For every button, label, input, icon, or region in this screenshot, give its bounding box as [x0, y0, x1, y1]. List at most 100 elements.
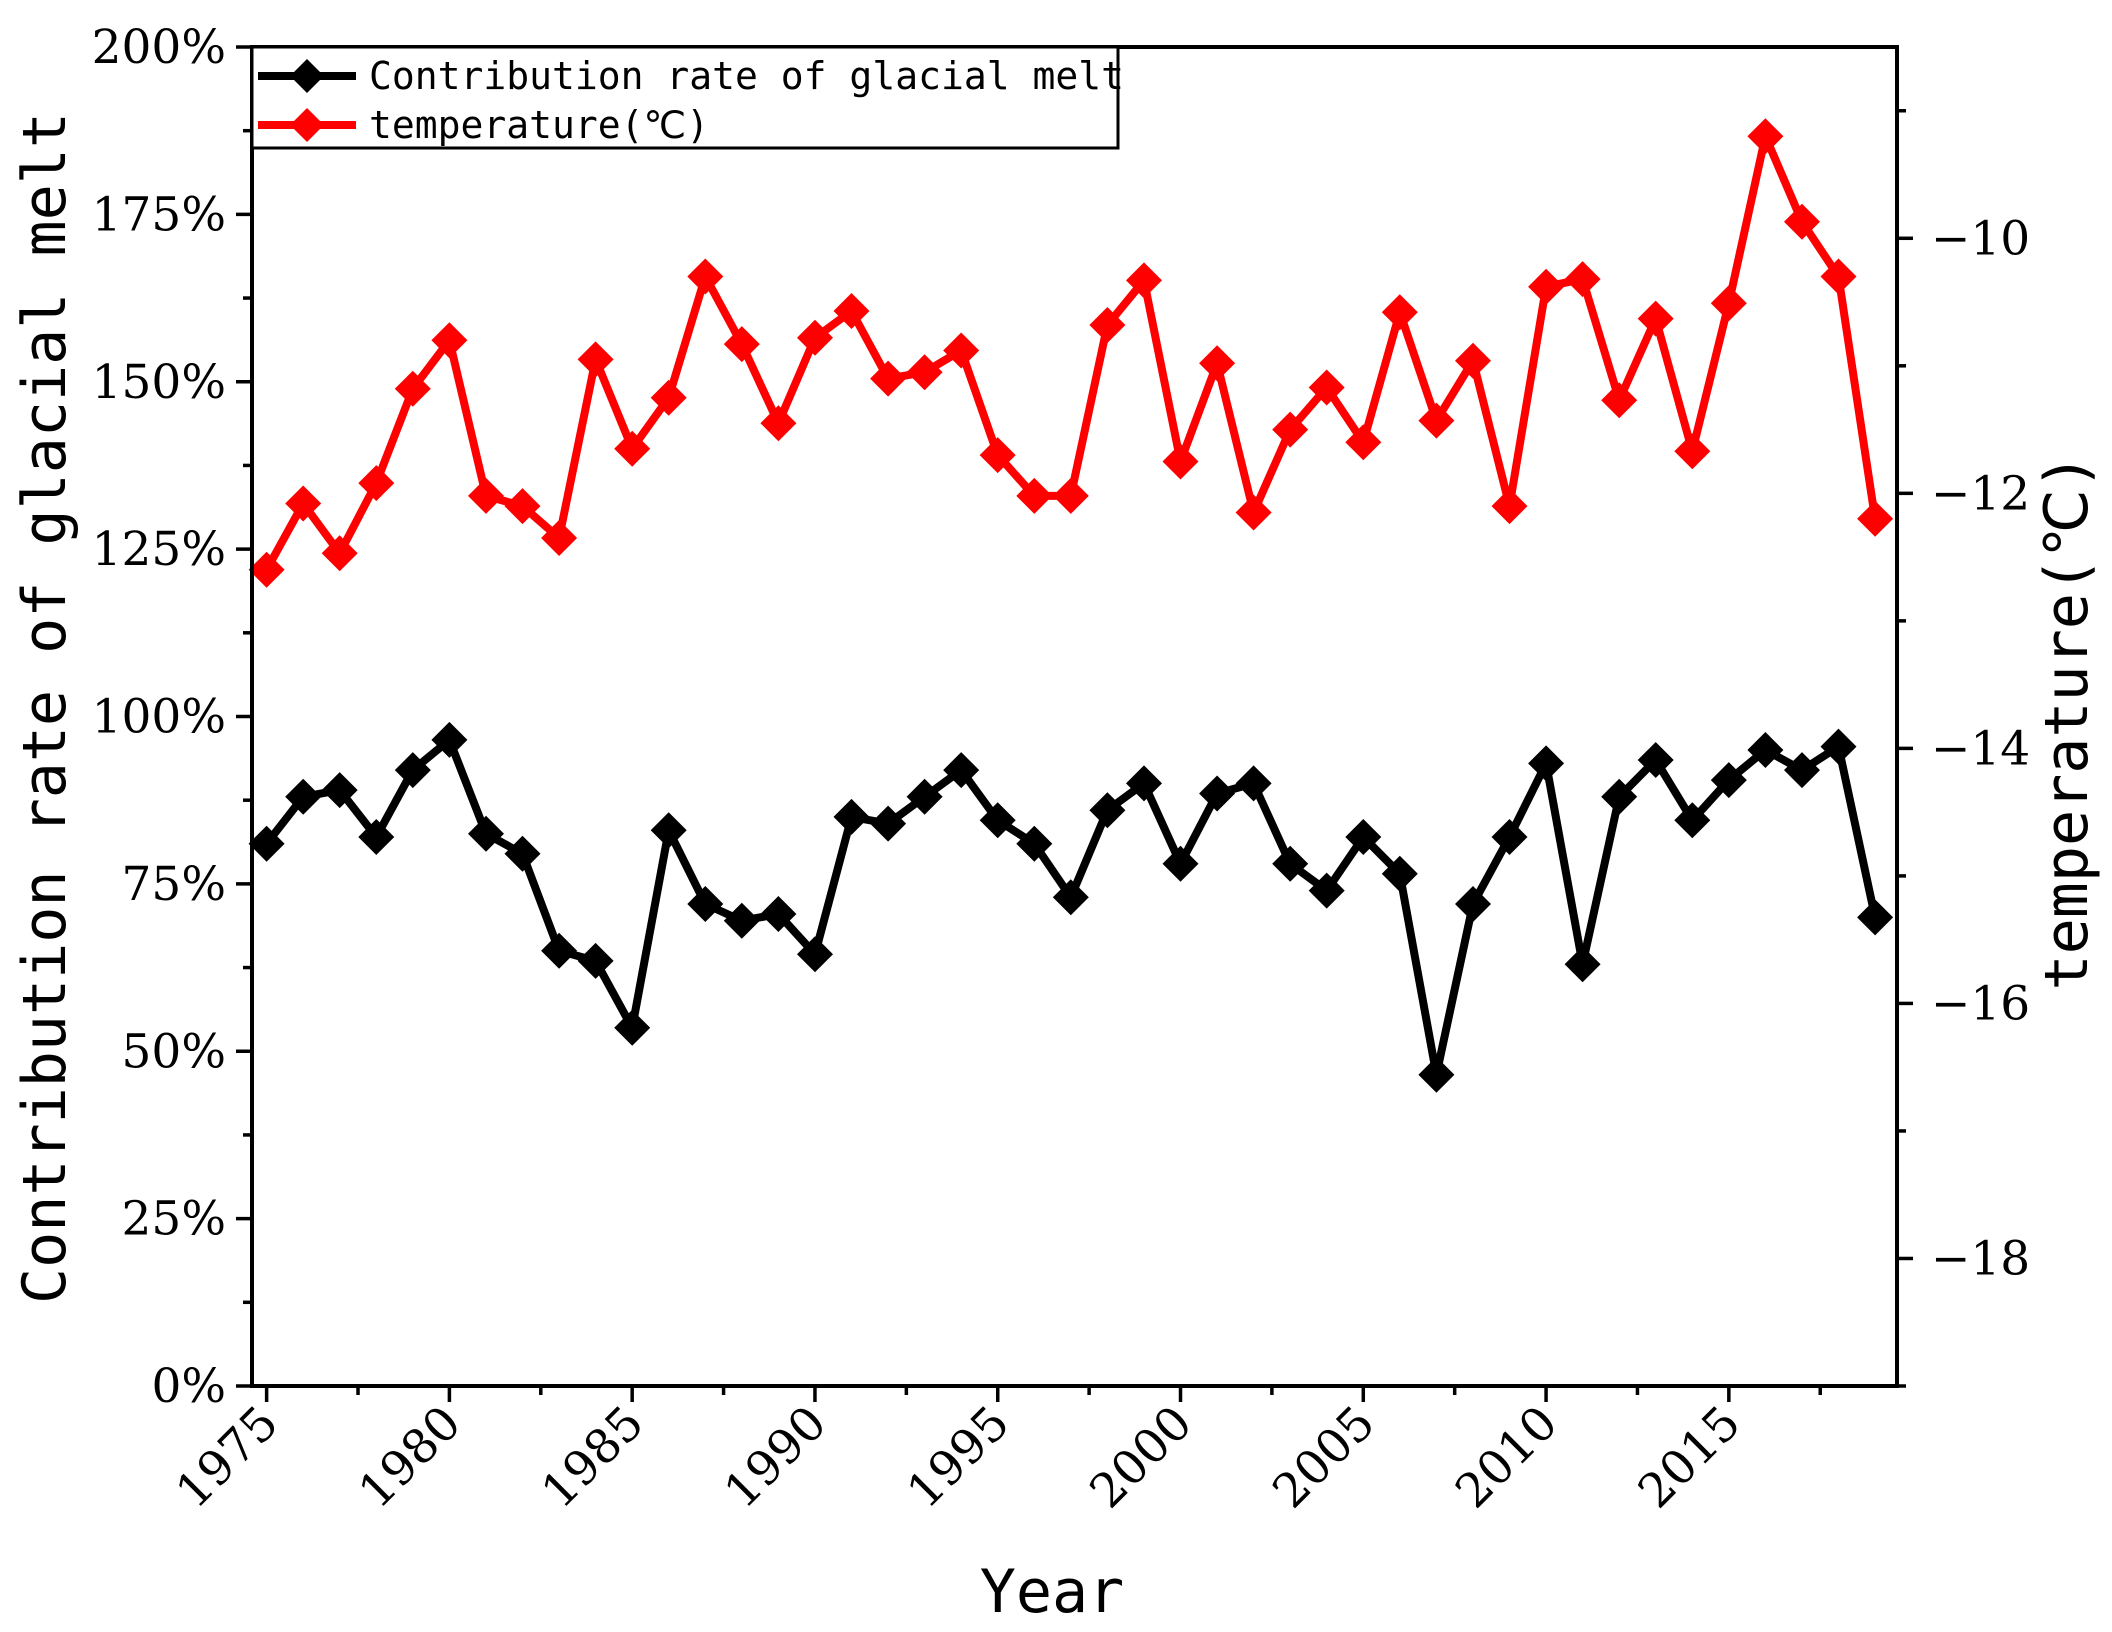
y-tick-label: 150% [92, 355, 226, 410]
series-1-point-1988 [723, 902, 760, 939]
series-1-point-2019 [1857, 899, 1894, 936]
y-tick-label: 125% [92, 522, 226, 577]
y-tick-label: 175% [92, 187, 226, 242]
series-2-point-1976 [285, 485, 322, 522]
series-1-point-2002 [1235, 765, 1272, 802]
series-1-point-1993 [906, 778, 943, 815]
y-tick-label: 25% [122, 1192, 226, 1247]
series-1-point-1976 [285, 778, 322, 815]
series-1-point-1998 [1089, 792, 1126, 829]
series-1-point-1980 [431, 721, 468, 758]
legend: Contribution rate of glacial melt tempera… [250, 45, 1124, 150]
series-1-point-1979 [394, 752, 431, 789]
series-1-point-2007 [1418, 1056, 1455, 1093]
series-1-point-1987 [687, 886, 724, 922]
series-1-point-2013 [1637, 742, 1674, 778]
series-2-point-1986 [650, 379, 687, 416]
x-tick-label: 1985 [531, 1396, 654, 1519]
series-2-point-1989 [760, 405, 797, 442]
series-1-point-2008 [1455, 886, 1491, 922]
series-1-point-1989 [760, 896, 797, 932]
series-2-point-2008 [1455, 342, 1491, 379]
x-tick-label: 1980 [348, 1396, 471, 1519]
series-2-point-2006 [1381, 294, 1418, 331]
y2-axis-title: temperature(℃) [2032, 454, 2102, 991]
series-2-point-1984 [577, 341, 614, 378]
series-2-point-2018 [1820, 258, 1857, 295]
series-layer [248, 118, 1894, 1093]
series-2-point-2007 [1418, 402, 1455, 439]
series-1-point-2005 [1345, 819, 1382, 855]
x-tick-label: 1995 [897, 1396, 1020, 1519]
series-1-point-2014 [1674, 802, 1711, 839]
legend-marker-2 [290, 108, 324, 142]
series-1-point-2000 [1162, 845, 1199, 882]
y-tick-label: 75% [122, 857, 226, 912]
series-2-point-1990 [797, 319, 833, 356]
series-1-point-1991 [833, 798, 870, 835]
series-1-point-1985 [614, 1009, 651, 1046]
series-1-point-1995 [979, 802, 1016, 839]
series-1-point-1992 [870, 805, 907, 842]
series-2-point-2002 [1235, 494, 1272, 531]
series-2-point-2000 [1162, 443, 1199, 480]
legend-marker-1 [290, 59, 324, 93]
series-1-point-1997 [1052, 879, 1089, 916]
series-2-point-1979 [394, 370, 431, 407]
series-2-point-2011 [1564, 261, 1601, 298]
series-2-point-2014 [1674, 433, 1711, 470]
legend-box [250, 45, 1120, 150]
y-tick-label: 200% [92, 20, 226, 75]
series-1-point-2006 [1381, 855, 1418, 892]
series-1-point-1982 [504, 835, 541, 872]
series-2-point-1998 [1089, 307, 1126, 343]
series-1-point-2012 [1601, 778, 1638, 815]
series-2-point-1980 [431, 322, 468, 359]
series-2-point-1996 [1016, 477, 1053, 514]
legend-label-1: Contribution rate of glacial melt [369, 54, 1124, 98]
series-1-point-1977 [321, 772, 358, 809]
series-1-point-2001 [1199, 775, 1236, 812]
series-1-point-2004 [1308, 872, 1345, 909]
series-2-point-2013 [1637, 300, 1674, 337]
series-1-point-2003 [1272, 845, 1309, 882]
series-1-point-1981 [468, 815, 504, 852]
series-2-point-1983 [541, 520, 578, 556]
series-1-point-1990 [797, 936, 833, 973]
series-2-point-2017 [1784, 203, 1820, 240]
series-1-point-1994 [943, 752, 980, 789]
series-1-point-2017 [1784, 752, 1820, 789]
series-2-point-2019 [1857, 500, 1894, 537]
legend-label-2: temperature(℃) [369, 103, 709, 147]
y-tick-label: 50% [122, 1024, 226, 1079]
y2-tick-label: −16 [1931, 976, 2030, 1031]
x-tick-label: 2010 [1445, 1396, 1568, 1519]
series-2-point-2005 [1345, 424, 1382, 461]
series-2-point-1987 [687, 258, 724, 295]
y-axis-title: Contribution rate of glacial melt [10, 112, 80, 1304]
x-tick-label: 1990 [714, 1396, 837, 1519]
series-2-point-1997 [1052, 477, 1089, 514]
series-2-point-1988 [723, 326, 760, 363]
y2-tick-label: −12 [1931, 466, 2030, 521]
plot-frame [250, 45, 1899, 1388]
series-2-point-2009 [1491, 488, 1528, 525]
series-2-point-2004 [1308, 369, 1345, 406]
series-1-point-1999 [1126, 765, 1162, 802]
series-1-point-1986 [650, 812, 687, 849]
series-1-point-1978 [358, 819, 395, 855]
series-2-point-1991 [833, 293, 870, 329]
x-tick-label: 2015 [1628, 1396, 1751, 1519]
series-2-point-1999 [1126, 262, 1162, 299]
series-1-point-2010 [1528, 745, 1565, 782]
y-tick-label: 100% [92, 690, 226, 745]
series-1-point-2016 [1747, 732, 1784, 768]
series-1-point-1996 [1016, 825, 1053, 862]
series-1-point-2018 [1820, 728, 1857, 765]
y2-tick-label: −10 [1931, 211, 2030, 266]
y-tick-label: 0% [151, 1359, 226, 1414]
series-1-point-2009 [1491, 819, 1528, 855]
series-2-point-1977 [321, 535, 358, 572]
x-tick-label: 2000 [1080, 1396, 1203, 1519]
